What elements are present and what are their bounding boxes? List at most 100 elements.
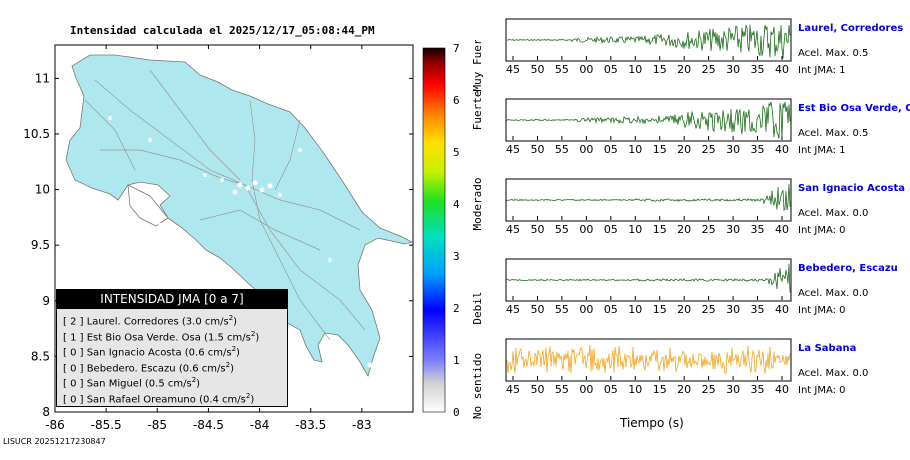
x-tick-label: -84	[250, 418, 270, 432]
y-tick-label: 10.5	[23, 127, 50, 141]
station-name-link[interactable]: Est Bio Osa Verde, Osa	[798, 103, 910, 114]
x-tick-label: -83	[352, 418, 372, 432]
waveform-trace	[506, 263, 791, 293]
colorbar-tick-label: 6	[453, 94, 460, 107]
station-accel: Acel. Max. 0.0	[798, 208, 869, 219]
time-tick-label: 40	[775, 303, 789, 316]
time-tick-label: 50	[530, 303, 544, 316]
y-tick-label: 8	[42, 405, 50, 419]
legend-row: [ 2 ] Laurel. Corredores (3.0 cm/s2)	[63, 314, 238, 328]
legend-row: [ 0 ] Bebedero. Escazu (0.6 cm/s2)	[63, 360, 235, 374]
colorbar-tick-label: 0	[453, 406, 460, 419]
x-tick-label: -85.5	[91, 418, 122, 432]
colorbar-tick-label: 2	[453, 302, 460, 315]
time-tick-label: 00	[579, 383, 593, 396]
time-tick-label: 10	[628, 223, 642, 236]
colorbar-band-label: Fuerte	[471, 91, 484, 131]
station-name-link[interactable]: La Sabana	[798, 343, 857, 354]
legend-row: [ 0 ] San Ignacio Acosta (0.6 cm/s2)	[63, 345, 240, 359]
time-tick-label: 25	[702, 63, 716, 76]
colorbar-band-label: Debil	[471, 291, 484, 324]
time-tick-label: 15	[653, 303, 667, 316]
y-tick-label: 9	[42, 294, 50, 308]
time-tick-label: 00	[579, 303, 593, 316]
gulf-nicoya	[127, 184, 169, 227]
time-tick-label: 25	[702, 223, 716, 236]
colorbar: 0 1 2 3 4 5 6 7 No sentido Debil Moderado FuerteMu…	[422, 40, 484, 419]
time-tick-label: 35	[751, 383, 765, 396]
legend-row-text: [ 1 ] Est Bio Osa Verde. Osa (1.5 cm/s	[63, 331, 251, 343]
station-accel: Acel. Max. 0.5	[798, 48, 869, 59]
time-tick-label: 50	[530, 383, 544, 396]
colorbar-tick-label: 7	[453, 42, 460, 55]
y-axis: 11 10.5 10 9.5 9 8.5 8	[23, 71, 413, 419]
time-tick-label: 20	[677, 143, 691, 156]
time-tick-label: 25	[702, 143, 716, 156]
station-intensity: Int JMA: 0	[798, 305, 846, 316]
time-tick-label: 35	[751, 143, 765, 156]
time-tick-label: 55	[555, 383, 569, 396]
time-tick-label: 10	[628, 303, 642, 316]
time-tick-label: 00	[579, 63, 593, 76]
time-tick-label: 40	[775, 63, 789, 76]
y-tick-label: 8.5	[31, 349, 50, 363]
time-tick-label: 20	[677, 303, 691, 316]
x-tick-label: -83.5	[295, 418, 326, 432]
time-tick-label: 05	[604, 303, 618, 316]
legend-row: [ 0 ] San Miguel (0.5 cm/s2)	[63, 376, 201, 390]
time-tick-label: 25	[702, 303, 716, 316]
colorbar-tick-label: 5	[453, 146, 460, 159]
time-tick-label: 30	[726, 223, 740, 236]
legend-row: [ 1 ] Est Bio Osa Verde. Osa (1.5 cm/s2)	[63, 329, 260, 343]
station-accel: Acel. Max. 0.0	[798, 288, 869, 299]
land-mass	[65, 54, 414, 378]
legend-row-text: [ 0 ] San Rafael Oreamuno (0.4 cm/s	[63, 393, 246, 405]
station-intensity: Int JMA: 1	[798, 65, 846, 76]
legend-header: INTENSIDAD JMA [0 a 7]	[57, 290, 287, 309]
time-tick-label: 45	[506, 143, 520, 156]
time-tick-label: 50	[530, 63, 544, 76]
time-tick-label: 20	[677, 223, 691, 236]
time-tick-label: 15	[653, 143, 667, 156]
x-tick-label: -86	[45, 418, 65, 432]
colorbar-gradient	[422, 47, 446, 413]
x-tick-label: -85	[147, 418, 167, 432]
time-tick-label: 20	[677, 63, 691, 76]
station-intensity: Int JMA: 1	[798, 145, 846, 156]
y-tick-label: 10	[35, 183, 50, 197]
time-tick-label: 05	[604, 223, 618, 236]
waveform-panel: 45 50 55 00 05 10 15 20 25 30 35 40	[505, 338, 792, 396]
colorbar-tick-label: 1	[453, 354, 460, 367]
x-tick-label: -84.5	[193, 418, 224, 432]
station-name-link[interactable]: Bebedero, Escazu	[798, 263, 898, 274]
time-tick-label: 15	[653, 63, 667, 76]
time-tick-label: 25	[702, 383, 716, 396]
y-tick-label: 11	[35, 71, 50, 85]
time-tick-label: 00	[579, 223, 593, 236]
time-tick-label: 10	[628, 383, 642, 396]
time-tick-label: 45	[506, 63, 520, 76]
time-tick-label: 15	[653, 223, 667, 236]
time-tick-label: 40	[775, 223, 789, 236]
time-tick-label: 30	[726, 63, 740, 76]
y-tick-label: 9.5	[31, 238, 50, 252]
x-axis: -86 -85.5 -85 -84.5 -84 -83.5 -83	[45, 45, 372, 432]
time-tick-label: 55	[555, 63, 569, 76]
station-name-link[interactable]: San Ignacio Acosta	[798, 183, 906, 194]
colorbar-tick-label: 3	[453, 250, 460, 263]
legend-row-text: [ 2 ] Laurel. Corredores (3.0 cm/s	[63, 316, 229, 328]
legend-row-text: [ 0 ] San Ignacio Acosta (0.6 cm/s	[63, 347, 232, 359]
colorbar-band-label: No sentido	[471, 353, 484, 419]
time-tick-label: 50	[530, 223, 544, 236]
time-tick-label: 45	[506, 303, 520, 316]
panel-frame	[505, 338, 792, 382]
time-tick-label: 10	[628, 63, 642, 76]
legend-row-text: [ 0 ] Bebedero. Escazu (0.6 cm/s	[63, 362, 226, 374]
waveform-trace	[506, 24, 791, 59]
station-name-link[interactable]: Laurel, Corredores	[798, 23, 904, 34]
legend-row: [ 0 ] San Rafael Oreamuno (0.4 cm/s2)	[63, 391, 255, 405]
waveform-panel: 45 50 55 00 05 10 15 20 25 30 35 40	[505, 18, 792, 76]
time-tick-label: 35	[751, 223, 765, 236]
road-network	[84, 69, 366, 341]
